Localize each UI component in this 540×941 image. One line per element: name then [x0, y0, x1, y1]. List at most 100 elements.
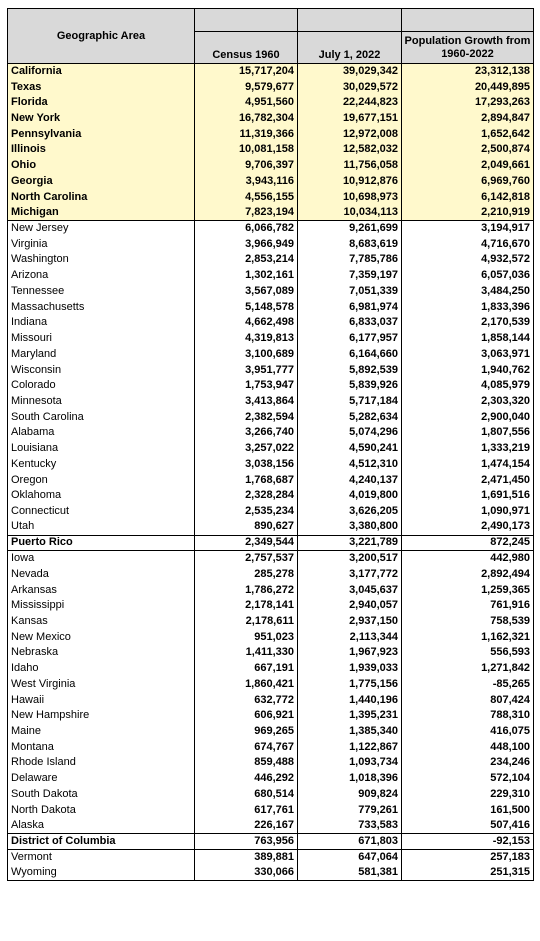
growth-cell: 788,310: [401, 707, 534, 724]
july-2022-cell: 733,583: [297, 818, 402, 834]
area-name-cell: Texas: [7, 79, 195, 95]
july-2022-cell: 779,261: [297, 802, 402, 818]
table-row: Arizona 1,302,161 7,359,197 6,057,036: [7, 267, 534, 284]
table-row: Maine 969,265 1,385,340 416,075: [7, 723, 534, 740]
growth-cell: 251,315: [401, 865, 534, 882]
area-name-cell: West Virginia: [7, 676, 195, 693]
growth-cell: 2,210,919: [401, 204, 534, 221]
july-2022-cell: 1,385,340: [297, 723, 402, 740]
table-row: Rhode Island 859,488 1,093,734 234,246: [7, 755, 534, 771]
header-spacer-growth: [401, 8, 534, 32]
table-row: Michigan 7,823,194 10,034,113 2,210,919: [7, 204, 534, 221]
growth-cell: 2,303,320: [401, 393, 534, 410]
table-row: Pennsylvania 11,319,366 12,972,008 1,652,64…: [7, 126, 534, 143]
growth-cell: 1,807,556: [401, 425, 534, 441]
july-2022-cell: 12,972,008: [297, 126, 402, 143]
table-row: Wisconsin 3,951,777 5,892,539 1,940,762: [7, 362, 534, 378]
census-1960-cell: 969,265: [194, 723, 298, 740]
table-row: Colorado 1,753,947 5,839,926 4,085,979: [7, 377, 534, 394]
growth-cell: 6,142,818: [401, 189, 534, 205]
table-row: Massachusetts 5,148,578 6,981,974 1,833,396: [7, 299, 534, 315]
july-2022-cell: 2,940,057: [297, 597, 402, 614]
area-name-cell: Utah: [7, 519, 195, 536]
july-2022-cell: 1,395,231: [297, 707, 402, 724]
area-name-cell: South Carolina: [7, 409, 195, 426]
growth-cell: 2,049,661: [401, 157, 534, 174]
census-1960-cell: 1,411,330: [194, 645, 298, 661]
growth-cell: 2,490,173: [401, 519, 534, 536]
table-row: Florida 4,951,560 22,244,823 17,293,263: [7, 94, 534, 111]
area-name-cell: Puerto Rico: [7, 534, 195, 551]
area-name-cell: Nebraska: [7, 645, 195, 661]
census-1960-cell: 2,853,214: [194, 252, 298, 268]
census-1960-cell: 2,178,141: [194, 597, 298, 614]
growth-cell: 758,539: [401, 613, 534, 630]
area-name-cell: Massachusetts: [7, 299, 195, 315]
table-row: New Mexico 951,023 2,113,344 1,162,321: [7, 629, 534, 646]
census-1960-cell: 763,956: [194, 833, 298, 850]
growth-cell: 761,916: [401, 597, 534, 614]
census-1960-cell: 890,627: [194, 519, 298, 536]
table-row: California 15,717,204 39,029,342 23,312,138: [7, 63, 534, 80]
july-2022-cell: 8,683,619: [297, 236, 402, 253]
census-1960-cell: 10,081,158: [194, 142, 298, 158]
area-name-cell: Louisiana: [7, 440, 195, 457]
area-name-cell: Iowa: [7, 550, 195, 567]
table-row: Arkansas 1,786,272 3,045,637 1,259,365: [7, 582, 534, 598]
july-2022-cell: 7,785,786: [297, 252, 402, 268]
area-name-cell: Indiana: [7, 315, 195, 331]
table-row: Vermont 389,881 647,064 257,183: [7, 848, 534, 866]
table-row: Kentucky 3,038,156 4,512,310 1,474,154: [7, 456, 534, 473]
area-name-cell: Missouri: [7, 330, 195, 347]
table-row: Missouri 4,319,813 6,177,957 1,858,144: [7, 330, 534, 347]
area-name-cell: Tennessee: [7, 283, 195, 300]
july-2022-cell: 19,677,151: [297, 110, 402, 127]
area-name-cell: Florida: [7, 94, 195, 111]
growth-cell: 4,085,979: [401, 377, 534, 394]
table-row: Kansas 2,178,611 2,937,150 758,539: [7, 613, 534, 630]
area-name-cell: North Carolina: [7, 189, 195, 205]
growth-cell: 20,449,895: [401, 79, 534, 95]
growth-cell: 1,333,219: [401, 440, 534, 457]
census-1960-cell: 389,881: [194, 848, 298, 866]
growth-cell: 1,162,321: [401, 629, 534, 646]
july-2022-cell: 3,380,800: [297, 519, 402, 536]
july-2022-cell: 3,177,772: [297, 566, 402, 583]
header-spacer-1960: [194, 8, 298, 32]
growth-cell: 2,500,874: [401, 142, 534, 158]
area-name-cell: Wyoming: [7, 865, 195, 882]
growth-cell: 161,500: [401, 802, 534, 818]
growth-cell: 2,900,040: [401, 409, 534, 426]
growth-cell: 3,063,971: [401, 346, 534, 363]
census-1960-cell: 951,023: [194, 629, 298, 646]
growth-cell: 556,593: [401, 645, 534, 661]
growth-cell: 507,416: [401, 818, 534, 834]
area-name-cell: Kentucky: [7, 456, 195, 473]
area-name-cell: Michigan: [7, 204, 195, 221]
growth-cell: 4,932,572: [401, 252, 534, 268]
census-1960-cell: 1,860,421: [194, 676, 298, 693]
growth-cell: 572,104: [401, 770, 534, 787]
july-2022-cell: 4,590,241: [297, 440, 402, 457]
growth-cell: 807,424: [401, 692, 534, 708]
july-2022-cell: 4,240,137: [297, 472, 402, 488]
table-row: Hawaii 632,772 1,440,196 807,424: [7, 692, 534, 708]
area-name-cell: Wisconsin: [7, 362, 195, 378]
july-2022-cell: 1,018,396: [297, 770, 402, 787]
july-2022-cell: 10,034,113: [297, 204, 402, 221]
growth-cell: 229,310: [401, 786, 534, 803]
growth-cell: 2,471,450: [401, 472, 534, 488]
table-row: Connecticut 2,535,234 3,626,205 1,090,971: [7, 503, 534, 520]
census-1960-cell: 446,292: [194, 770, 298, 787]
table-row: Delaware 446,292 1,018,396 572,104: [7, 770, 534, 787]
july-2022-cell: 11,756,058: [297, 157, 402, 174]
table-row: Oregon 1,768,687 4,240,137 2,471,450: [7, 472, 534, 488]
table-row: Idaho 667,191 1,939,033 1,271,842: [7, 660, 534, 677]
area-name-cell: Connecticut: [7, 503, 195, 520]
table-row: Oklahoma 2,328,284 4,019,800 1,691,516: [7, 487, 534, 504]
census-1960-cell: 3,100,689: [194, 346, 298, 363]
area-name-cell: North Dakota: [7, 802, 195, 818]
growth-cell: 1,652,642: [401, 126, 534, 143]
area-name-cell: Minnesota: [7, 393, 195, 410]
growth-cell: 3,484,250: [401, 283, 534, 300]
